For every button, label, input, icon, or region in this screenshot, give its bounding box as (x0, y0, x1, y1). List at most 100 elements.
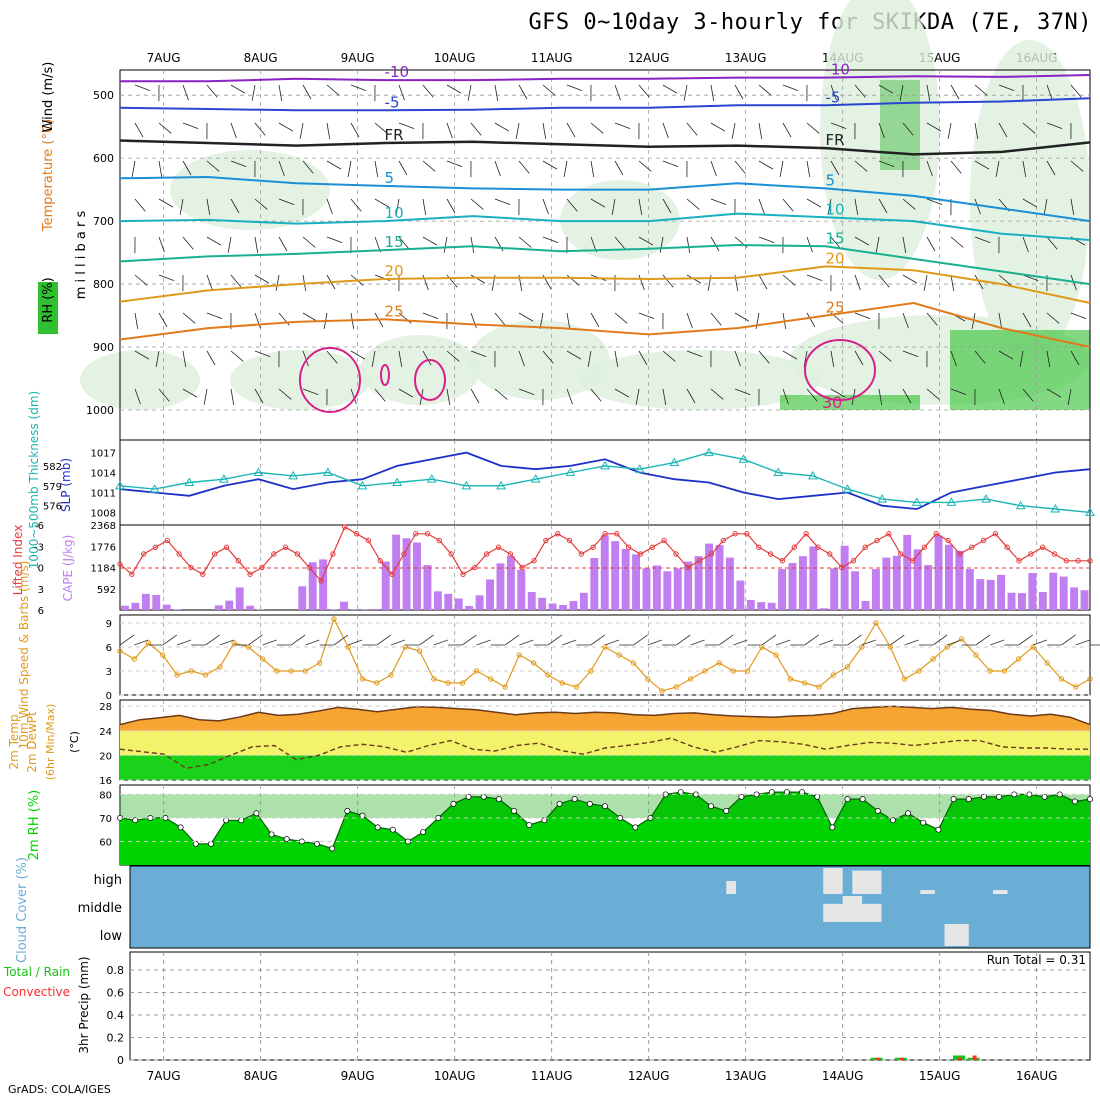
wind-barb (494, 122, 510, 132)
cloud-level-label: low (100, 929, 123, 944)
precip-conv-bar (875, 1057, 880, 1060)
wind-barb (542, 160, 558, 170)
wind10m-barb (219, 639, 234, 646)
wind-barb (566, 122, 576, 138)
wind-barb (254, 388, 264, 404)
rh2m-marker (511, 807, 518, 814)
cape-bar (705, 543, 714, 610)
li-tick: 0 (38, 564, 44, 575)
li-marker (637, 551, 644, 557)
wind-barb (446, 274, 458, 288)
wind-barb (710, 388, 724, 400)
rh2m-marker (935, 826, 942, 833)
rh2m-marker (783, 789, 790, 796)
thickness-marker (565, 467, 576, 477)
contour-label: 15 (825, 229, 844, 247)
temp-tick: 28 (99, 702, 112, 713)
wind-barb (278, 350, 280, 368)
wind10m-marker (416, 648, 423, 654)
wind10m-marker (374, 680, 380, 686)
wind-barb (830, 160, 840, 176)
wind10m-marker (545, 672, 551, 678)
cape-bar (725, 557, 734, 610)
temp-tick: 16 (99, 776, 112, 787)
wind-barb (899, 84, 904, 101)
wind-barb (446, 122, 453, 139)
rh2m-marker (450, 800, 457, 807)
temp-contour--10 (120, 74, 1091, 83)
cloud-cell (842, 896, 863, 922)
li-marker (980, 537, 987, 544)
wind-barb (302, 312, 318, 322)
wind-barb (902, 122, 914, 136)
thickness-marker (807, 470, 818, 480)
cape-bar (1038, 592, 1047, 610)
rh2m-marker (814, 793, 821, 800)
wind-barb (494, 312, 506, 326)
wind10m-barb (1061, 634, 1076, 646)
wind-barb (710, 84, 715, 101)
wind-barb (782, 198, 794, 212)
cape-bar (1007, 592, 1016, 610)
wind-barb (302, 84, 312, 100)
wind-barb (134, 84, 151, 91)
wind10m-marker (873, 620, 879, 626)
wind10m-marker (773, 652, 779, 658)
li-marker (992, 531, 999, 537)
wind10m-marker (659, 688, 665, 694)
wind10m-barb (562, 639, 577, 646)
wind10m-marker (987, 668, 993, 674)
wind10m-barb (348, 639, 363, 646)
cape-bar (444, 593, 453, 610)
rh-shading (360, 335, 480, 405)
rh2m-marker (632, 824, 639, 831)
wind-barb (251, 84, 256, 101)
wind-barb (422, 350, 432, 366)
li-marker (1004, 544, 1010, 550)
wind-barb (686, 350, 703, 357)
wind-barb (926, 312, 938, 326)
wind-barb (518, 160, 530, 174)
li-marker (1028, 551, 1034, 557)
wind-barb (758, 274, 768, 290)
wind-barb (854, 198, 859, 215)
wind-barb (974, 160, 990, 170)
cape-bar (830, 568, 839, 610)
wind-barb (950, 350, 957, 367)
li-marker (886, 531, 892, 537)
cloud-cell (823, 868, 843, 894)
cape-bar (851, 571, 860, 610)
wind-barb (446, 312, 448, 330)
wind-barb (878, 160, 895, 167)
li-marker (507, 551, 514, 557)
thickness-marker (669, 457, 680, 467)
date-tick-top: 9AUG (341, 51, 375, 65)
cape-bar (173, 609, 182, 610)
li-marker (590, 544, 596, 550)
pressure-tick: 600 (93, 152, 114, 165)
wind-barb (374, 160, 379, 177)
wind-barb (203, 388, 208, 405)
thickness-marker (115, 480, 125, 490)
wind-barb (926, 122, 942, 132)
precip-conv-bar (972, 1055, 977, 1060)
wind-barb (422, 198, 427, 215)
thickness-marker (253, 467, 264, 477)
wind-barb (974, 198, 981, 215)
wind-barb (155, 350, 160, 367)
li-marker (472, 564, 478, 571)
li-marker (767, 551, 774, 557)
rh2m-marker (708, 803, 715, 810)
wind-barb (158, 160, 163, 177)
wind10m-barb (119, 634, 135, 646)
cape-tick: 1776 (91, 542, 116, 553)
li-marker (448, 551, 454, 557)
li-marker (1087, 558, 1093, 564)
cape-bar (736, 580, 745, 610)
wind10m-barb (718, 634, 734, 646)
wind-barb (182, 312, 196, 324)
wind-barb (923, 274, 928, 291)
precip-tick: 0.6 (107, 987, 125, 1000)
wind10m-barb (248, 634, 263, 646)
